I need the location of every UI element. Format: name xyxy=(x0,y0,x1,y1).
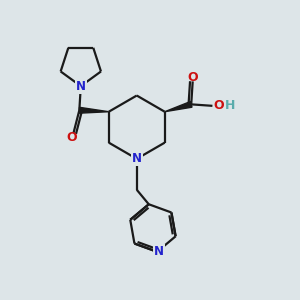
Text: O: O xyxy=(188,71,198,84)
Text: O: O xyxy=(67,131,77,144)
Text: N: N xyxy=(76,80,86,93)
Text: O: O xyxy=(213,99,224,112)
Polygon shape xyxy=(165,101,192,112)
Text: N: N xyxy=(132,152,142,165)
Text: N: N xyxy=(154,245,164,258)
Polygon shape xyxy=(79,107,109,113)
Text: H: H xyxy=(225,99,235,112)
